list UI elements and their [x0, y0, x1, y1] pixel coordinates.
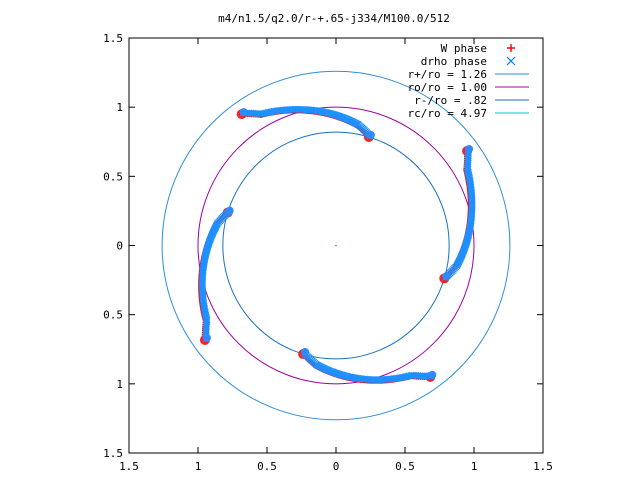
legend-label: ro/ro = 1.00	[408, 81, 487, 94]
y-tick-label: 1.5	[103, 32, 123, 45]
y-tick-label: 1.5	[103, 447, 123, 460]
legend-marker	[506, 56, 516, 66]
drho-phase-cluster	[301, 348, 310, 357]
x-tick-label: 0.5	[395, 460, 415, 473]
axis-ticks: 1.5 1 0.5 0 0.5 1 1.51.510.500.511.5	[103, 32, 553, 473]
y-tick-label: 0.5	[103, 309, 123, 322]
legend-label: r+/ro = 1.26	[408, 68, 487, 81]
chart-title: m4/n1.5/q2.0/r-+.65-j334/M100.0/512	[218, 12, 450, 25]
drho-phase-cluster	[366, 130, 375, 139]
drho-phase-arm	[442, 144, 476, 281]
legend-label: drho phase	[421, 55, 487, 68]
drho-phase-cluster	[442, 272, 451, 281]
drho-phase-arm	[300, 348, 437, 384]
y-tick-label: 0	[116, 240, 123, 253]
circle-ro	[197, 106, 475, 385]
center-dot	[335, 244, 337, 247]
drho-phase-cluster	[428, 370, 437, 379]
x-tick-label: 0	[333, 460, 340, 473]
x-tick-label: 1	[195, 460, 202, 473]
legend-label: rc/ro = 4.97	[408, 107, 487, 120]
circle-r+	[161, 70, 511, 421]
circle-r-	[222, 131, 450, 360]
drho-phase-arm	[239, 105, 375, 140]
legend-label: W phase	[441, 42, 487, 55]
drho-phase-cluster	[202, 334, 211, 343]
x-tick-label: 1.5	[533, 460, 553, 473]
drho-phase-cluster	[225, 206, 234, 215]
y-tick-label: 1	[116, 378, 123, 391]
x-tick-label: 1.5	[119, 460, 139, 473]
x-tick-label: 0.5	[257, 460, 277, 473]
y-tick-label: 1	[116, 101, 123, 114]
legend-label: r-/ro = .82	[414, 94, 487, 107]
drho-phase-series	[198, 105, 476, 384]
reference-circles	[161, 70, 511, 421]
x-tick-label: 1	[471, 460, 478, 473]
y-tick-label: 0.5	[103, 170, 123, 183]
drho-phase-arm	[198, 206, 234, 343]
legend-marker	[507, 44, 515, 52]
drho-phase-cluster	[239, 108, 248, 117]
drho-phase-cluster	[465, 144, 474, 153]
